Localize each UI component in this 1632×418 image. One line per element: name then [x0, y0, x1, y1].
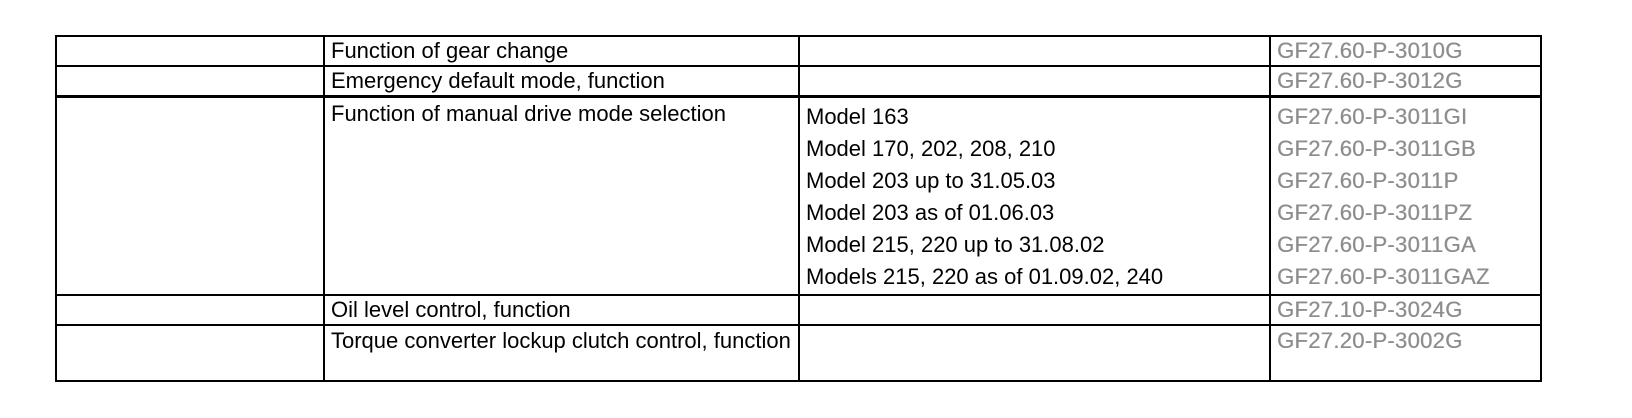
function-cell: Function of gear change	[323, 35, 800, 67]
function-label: Emergency default mode, function	[331, 68, 665, 93]
function-cell: Emergency default mode, function	[323, 65, 800, 98]
model-cell: Model 163 Model 170, 202, 208, 210 Model…	[798, 95, 1271, 296]
model-label: Models 215, 220 as of 01.09.02, 240	[806, 264, 1164, 289]
document-code-link[interactable]: GF27.60-P-3012G	[1277, 68, 1463, 93]
document-code-link[interactable]: GF27.60-P-3011GAZ	[1277, 264, 1490, 289]
table-row-emergency-mode: Emergency default mode, function GF27.60…	[55, 65, 1542, 98]
document-code-link[interactable]: GF27.60-P-3011GB	[1277, 136, 1476, 161]
document-code-link[interactable]: GF27.60-P-3011P	[1277, 168, 1459, 193]
empty-cell	[55, 35, 325, 67]
empty-cell	[55, 65, 325, 98]
code-cell: GF27.60-P-3011GI GF27.60-P-3011GB GF27.6…	[1269, 95, 1542, 296]
model-label: Model 170, 202, 208, 210	[806, 136, 1056, 161]
model-label: Model 163	[806, 104, 909, 129]
model-label: Model 215, 220 up to 31.08.02	[806, 232, 1105, 257]
model-cell	[798, 324, 1271, 382]
code-cell: GF27.60-P-3010G	[1269, 35, 1542, 67]
model-cell	[798, 65, 1271, 98]
table-row-manual-drive-mode: Function of manual drive mode selection …	[55, 95, 1542, 296]
model-cell	[798, 35, 1271, 67]
function-cell: Torque converter lockup clutch control, …	[323, 324, 800, 382]
empty-cell	[55, 95, 325, 296]
document-code-link[interactable]: GF27.10-P-3024G	[1277, 297, 1463, 322]
model-label: Model 203 up to 31.05.03	[806, 168, 1056, 193]
model-cell	[798, 294, 1271, 326]
function-label: Function of manual drive mode selection	[331, 101, 726, 126]
code-cell: GF27.20-P-3002G	[1269, 324, 1542, 382]
table-row-gear-change: Function of gear change GF27.60-P-3010G	[55, 35, 1542, 67]
empty-cell	[55, 324, 325, 382]
document-code-link[interactable]: GF27.60-P-3011PZ	[1277, 200, 1473, 225]
function-document-table: Function of gear change GF27.60-P-3010G …	[55, 35, 1542, 382]
model-label: Model 203 as of 01.06.03	[806, 200, 1055, 225]
table-row-torque-converter: Torque converter lockup clutch control, …	[55, 324, 1542, 382]
function-label: Function of gear change	[331, 38, 569, 63]
function-label: Oil level control, function	[331, 297, 571, 322]
code-cell: GF27.60-P-3012G	[1269, 65, 1542, 98]
table-row-oil-level: Oil level control, function GF27.10-P-30…	[55, 294, 1542, 326]
function-cell: Function of manual drive mode selection	[323, 95, 800, 296]
document-code-link[interactable]: GF27.20-P-3002G	[1277, 328, 1463, 353]
document-code-link[interactable]: GF27.60-P-3011GI	[1277, 104, 1468, 129]
function-cell: Oil level control, function	[323, 294, 800, 326]
code-cell: GF27.10-P-3024G	[1269, 294, 1542, 326]
document-code-link[interactable]: GF27.60-P-3010G	[1277, 38, 1463, 63]
document-code-link[interactable]: GF27.60-P-3011GA	[1277, 232, 1476, 257]
empty-cell	[55, 294, 325, 326]
function-label: Torque converter lockup clutch control, …	[331, 328, 791, 353]
